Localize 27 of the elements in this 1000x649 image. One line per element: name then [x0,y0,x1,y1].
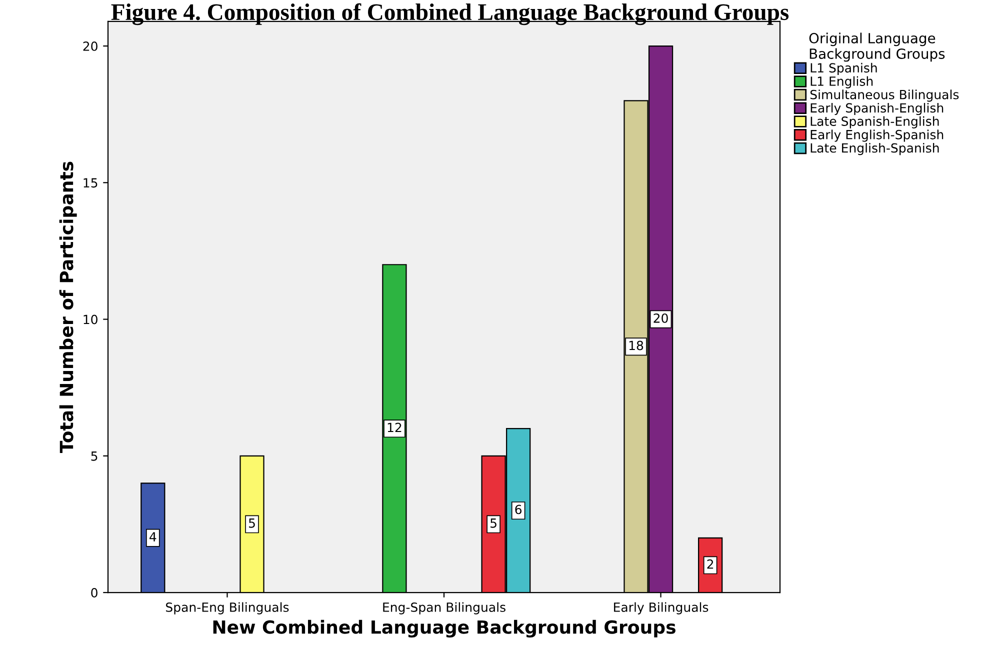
data-label: 20 [654,313,668,323]
legend-label: L1 Spanish [810,62,877,76]
data-label: 4 [150,532,156,542]
legend-label: L1 English [810,76,873,88]
x-tick-label: Eng-Span Bilinguals [383,602,506,614]
y-tick-label: 20 [83,41,98,51]
x-tick-label: Early Bilinguals [614,602,708,614]
y-axis-title: Total Number of Participants [59,162,77,453]
data-label: 12 [388,422,402,432]
legend-label: Early English-Spanish [810,130,944,142]
legend-title: Original Language Background Groups [809,32,945,62]
y-tick-label: 10 [84,314,98,324]
data-label: 18 [629,340,644,350]
y-tick-label: 5 [91,452,98,461]
legend-label: Early Spanish-English [810,102,944,116]
y-tick-label: 15 [84,178,98,188]
data-label: 2 [707,559,714,569]
data-label: 6 [515,504,522,514]
x-axis-title: New Combined Language Background Groups [213,620,676,638]
x-tick-label: Span-Eng Bilinguals [166,602,289,614]
data-label: 5 [248,518,255,528]
chart-title: Figure 4. Composition of Combined Language Background Groups [111,3,789,26]
legend-label: Late Spanish-English [810,116,939,128]
legend-label: Late English-Spanish [810,143,939,156]
data-label: 5 [490,518,496,528]
y-tick-label: 0 [91,588,98,598]
legend-label: Simultaneous Bilinguals [810,90,959,102]
